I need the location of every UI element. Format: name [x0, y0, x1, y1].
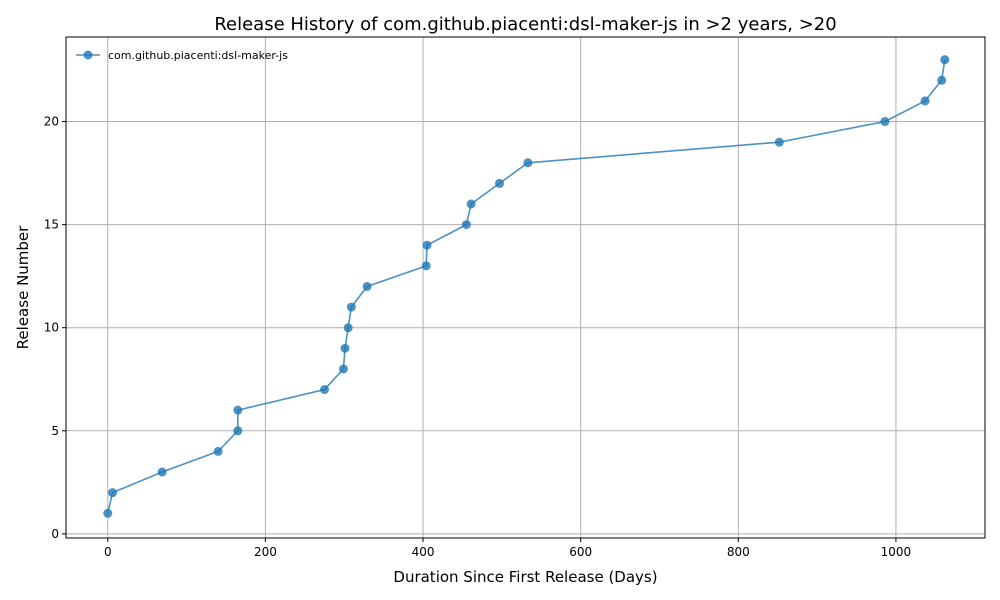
data-point [774, 137, 784, 147]
data-point [108, 488, 118, 498]
data-point [157, 467, 167, 477]
data-point [213, 446, 223, 456]
series-layer [103, 55, 950, 518]
legend-label: com.github.piacenti:dsl-maker-js [108, 49, 288, 62]
y-tick-label: 15 [44, 218, 59, 232]
data-point [346, 302, 356, 312]
data-point [233, 426, 243, 436]
x-tick-label: 800 [727, 545, 750, 559]
x-axis-label: Duration Since First Release (Days) [393, 568, 657, 586]
data-point [362, 281, 372, 291]
y-tick-label: 0 [51, 527, 59, 541]
data-point [523, 158, 533, 168]
legend: com.github.piacenti:dsl-maker-js [76, 49, 288, 62]
legend-marker [83, 50, 93, 60]
data-point [340, 343, 350, 353]
x-tick-label: 0 [104, 545, 112, 559]
data-point [422, 240, 432, 250]
data-point [103, 508, 113, 518]
data-point [494, 178, 504, 188]
data-point [461, 220, 471, 230]
y-axis-label: Release Number [14, 225, 32, 349]
data-point [940, 55, 950, 65]
data-point [937, 75, 947, 85]
y-tick-label: 10 [44, 321, 59, 335]
data-point [880, 117, 890, 127]
y-tick-label: 5 [51, 424, 59, 438]
y-tick-label: 20 [44, 115, 59, 129]
plot-frame [65, 36, 986, 539]
x-tick-label: 1000 [881, 545, 912, 559]
data-point [343, 323, 353, 333]
grid [66, 37, 985, 538]
data-point [233, 405, 243, 415]
data-point [338, 364, 348, 374]
data-point [920, 96, 930, 106]
chart-title: Release History of com.github.piacenti:d… [214, 14, 836, 35]
x-tick-label: 600 [569, 545, 592, 559]
axis-ticks: 0 200 400 600 800 1000 0 5 10 15 20 [44, 115, 911, 559]
x-tick-label: 400 [412, 545, 435, 559]
data-point [320, 385, 330, 395]
data-point [421, 261, 431, 271]
x-tick-label: 200 [254, 545, 277, 559]
data-point [466, 199, 476, 209]
